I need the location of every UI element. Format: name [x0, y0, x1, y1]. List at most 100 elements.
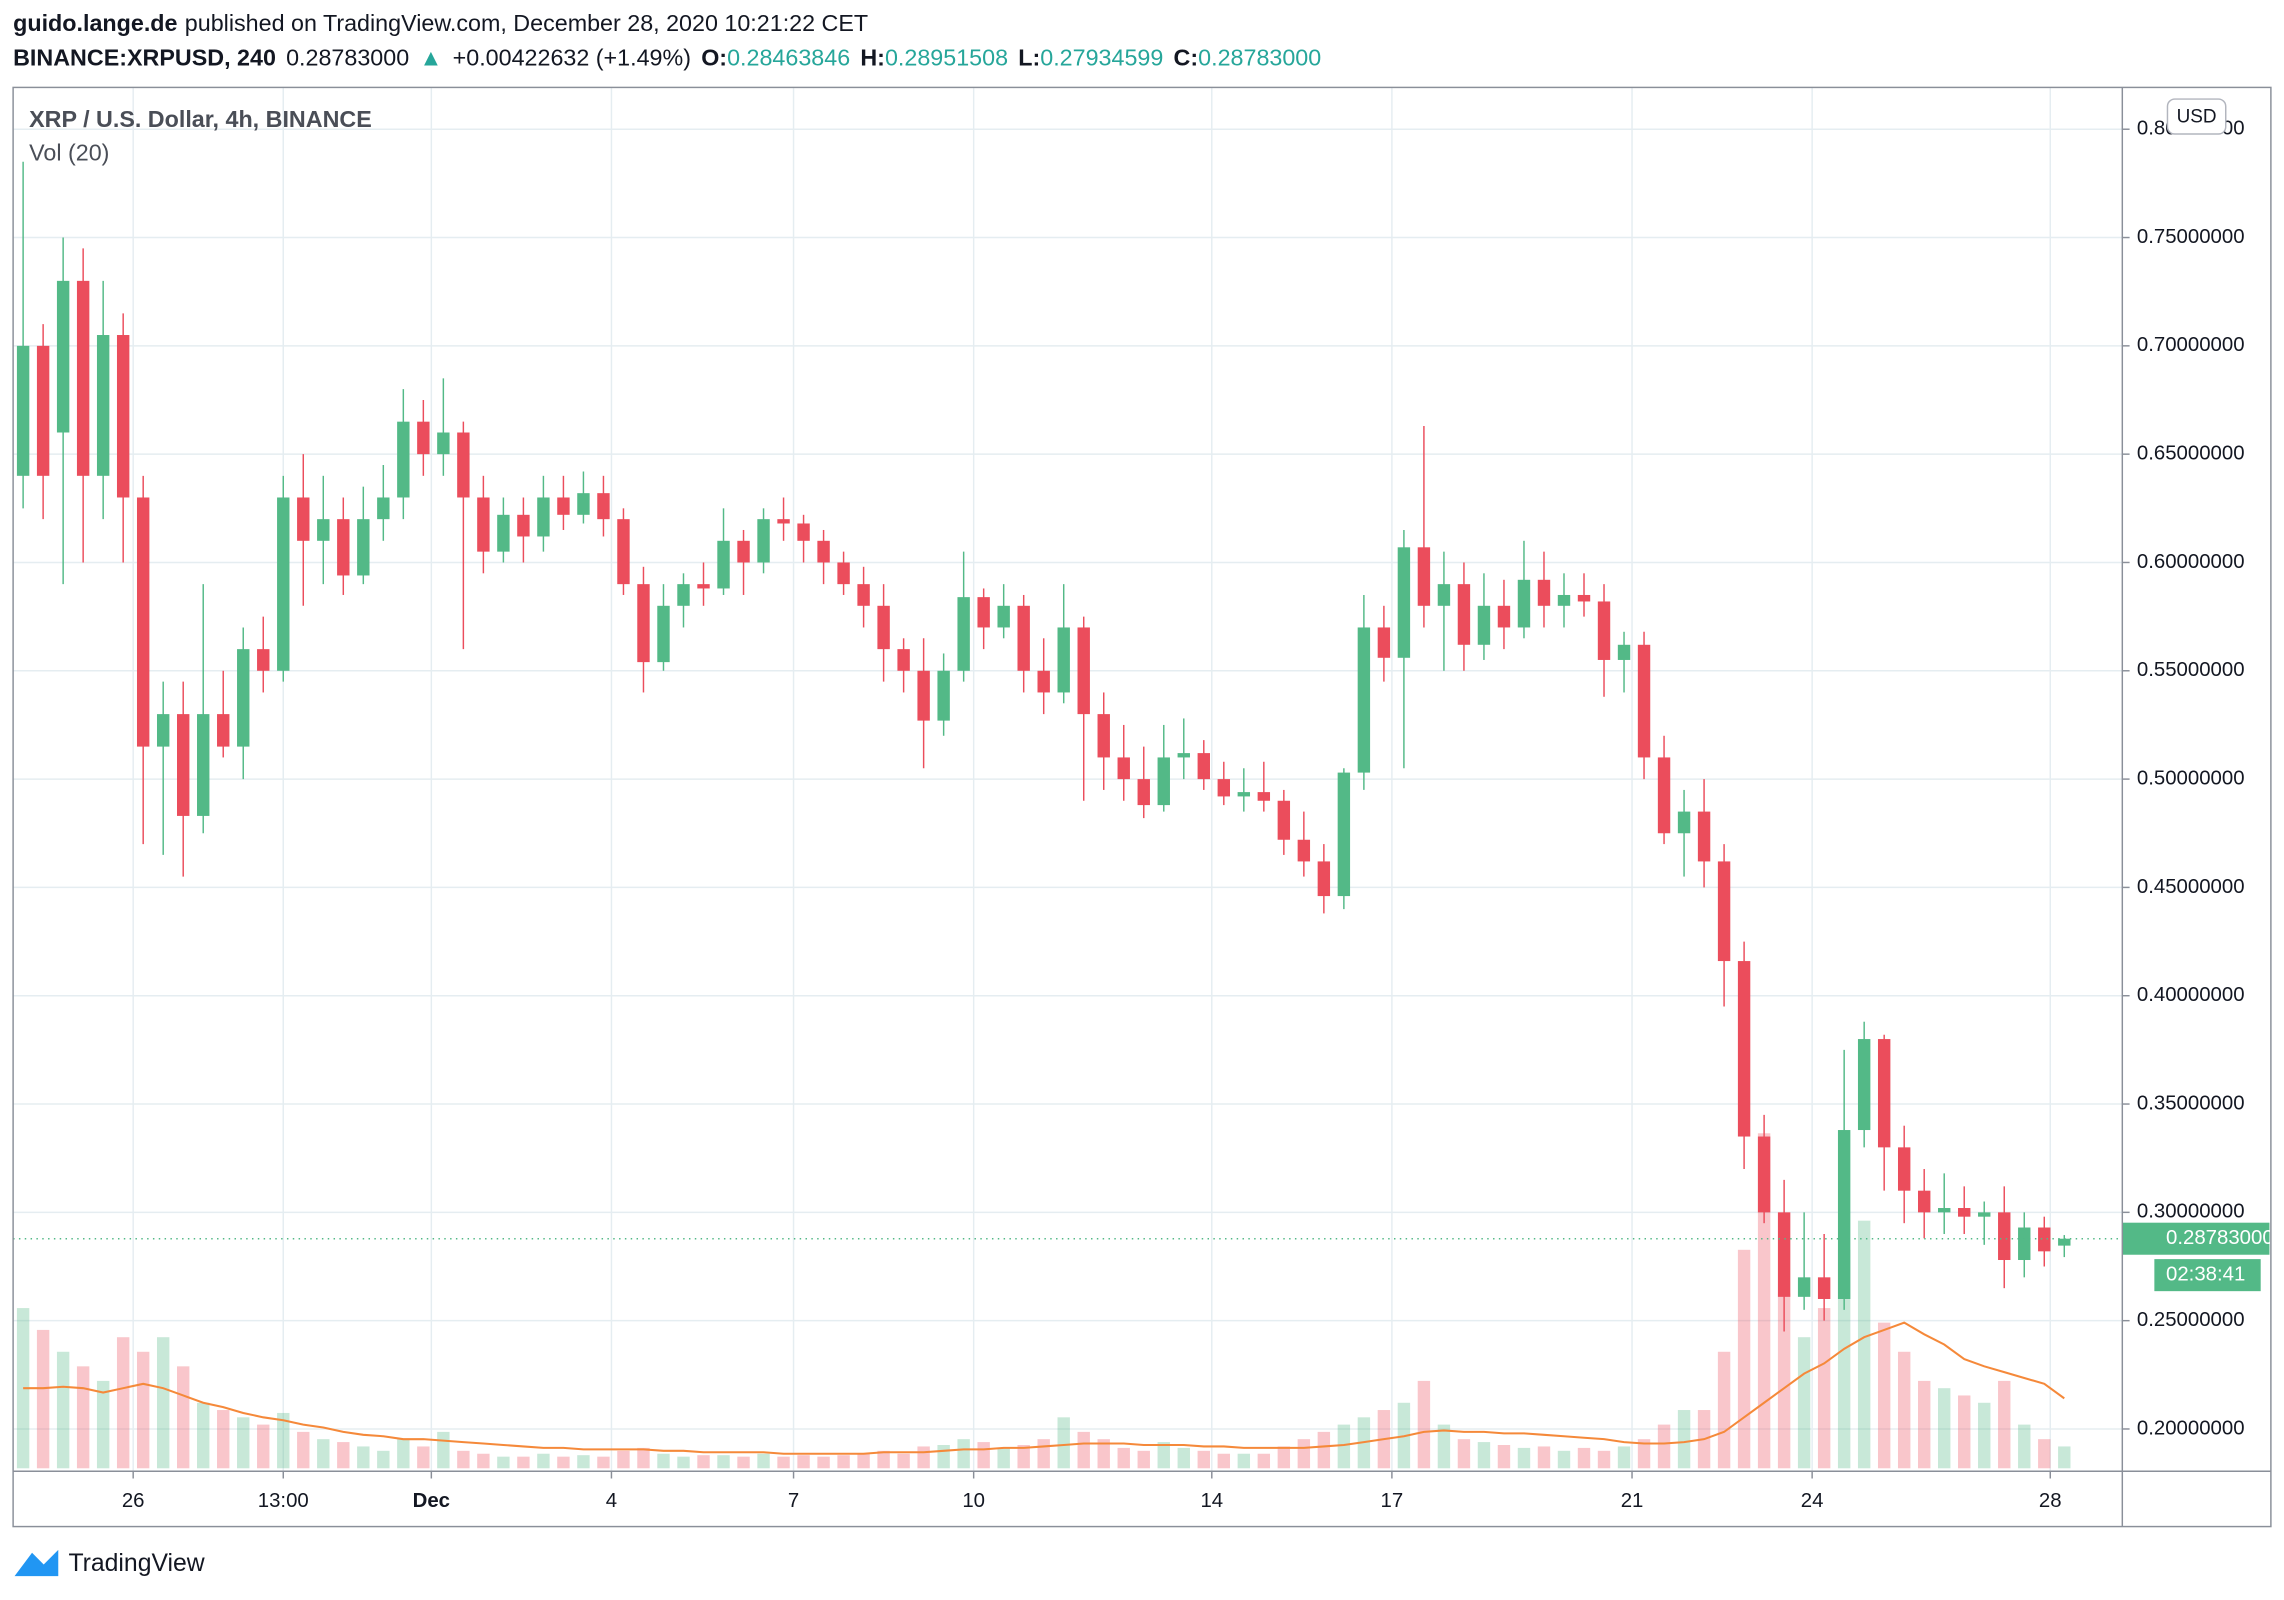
- high: 0.28951508: [885, 45, 1008, 71]
- y-tick-label: 0.25000000: [2137, 1309, 2245, 1331]
- volume-bar: [1978, 1402, 1991, 1469]
- candle-body: [977, 597, 990, 628]
- x-tick-label: 7: [788, 1490, 799, 1512]
- volume-bar: [657, 1453, 670, 1469]
- y-tick-label: 0.70000000: [2137, 334, 2245, 356]
- candle-body: [96, 335, 110, 476]
- candle-body: [16, 345, 30, 476]
- candle-body: [1357, 627, 1371, 773]
- volume-bar: [1737, 1249, 1751, 1469]
- frame: [12, 86, 2272, 1528]
- candle-body: [1857, 1039, 1871, 1131]
- candle-body: [597, 493, 610, 520]
- volume-bar: [797, 1455, 810, 1469]
- legend-title: XRP / U.S. Dollar, 4h, BINANCE: [29, 106, 372, 132]
- volume-bar: [537, 1453, 550, 1469]
- candle-body: [1497, 605, 1511, 628]
- x-tick-label: 4: [606, 1490, 617, 1512]
- volume-bar: [457, 1450, 470, 1469]
- volume-bar: [497, 1456, 510, 1469]
- candle-body: [297, 497, 310, 541]
- volume-bar: [557, 1456, 570, 1469]
- volume-bar: [1777, 1293, 1791, 1469]
- candle-body: [56, 280, 70, 433]
- volume-ma-line: [23, 1321, 2065, 1455]
- candle-body: [1557, 594, 1571, 606]
- volume-bar: [1837, 1249, 1851, 1469]
- candle-body: [1777, 1212, 1791, 1297]
- volume-bar: [96, 1380, 110, 1469]
- volume-bar: [397, 1439, 410, 1469]
- volume-bar: [357, 1446, 370, 1469]
- candle-body: [877, 605, 890, 650]
- x-tick-label: 17: [1381, 1490, 1404, 1512]
- volume-bar: [877, 1450, 890, 1469]
- candle-body: [1517, 579, 1531, 628]
- volume-bar: [1797, 1337, 1811, 1469]
- volume-bar: [597, 1456, 610, 1469]
- close-label: C:: [1174, 45, 1199, 71]
- volume-bar: [1157, 1442, 1170, 1469]
- close-value: 0.28783000: [1198, 45, 1321, 71]
- currency-badge[interactable]: [2166, 98, 2227, 135]
- candle-body: [757, 519, 770, 563]
- candle-body: [136, 497, 150, 747]
- volume-bar: [257, 1424, 270, 1469]
- candle-body: [2038, 1227, 2051, 1252]
- volume-bar: [156, 1337, 170, 1469]
- open-label: O:: [701, 45, 727, 71]
- candle-body: [1697, 811, 1711, 862]
- candle-body: [317, 519, 330, 541]
- candle-body: [617, 519, 630, 585]
- volume-bar: [1077, 1431, 1090, 1469]
- candles: [16, 161, 2071, 1332]
- y-tick-label: 0.65000000: [2137, 443, 2245, 465]
- volume-bar: [36, 1329, 50, 1469]
- volume-bar: [1237, 1453, 1251, 1469]
- volume-bar: [297, 1431, 310, 1469]
- volume-bar: [1557, 1450, 1571, 1469]
- volume-bar: [1938, 1388, 1951, 1469]
- volume-bar: [677, 1456, 690, 1469]
- currency[interactable]: USD: [2177, 106, 2217, 127]
- candle-body: [1037, 670, 1050, 693]
- volume-bar: [837, 1455, 850, 1469]
- open: 0.28463846: [727, 45, 850, 71]
- volume-bar: [1857, 1220, 1871, 1469]
- volume-bar: [1017, 1444, 1030, 1469]
- candle-body: [1938, 1208, 1951, 1213]
- candle-body: [197, 714, 210, 816]
- volume-bar: [1437, 1424, 1451, 1469]
- volume-bar: [317, 1439, 330, 1469]
- candle-body: [1137, 779, 1150, 806]
- candle-body: [437, 432, 450, 455]
- volume-bar: [1117, 1447, 1130, 1469]
- candle-body: [1117, 757, 1130, 780]
- y-tick-label: 0.40000000: [2137, 984, 2245, 1006]
- x-tick-label: 13:00: [258, 1490, 309, 1512]
- candle-body: [957, 597, 970, 671]
- candle-body: [1377, 627, 1391, 658]
- candle-body: [2018, 1227, 2031, 1261]
- volume-bar: [897, 1453, 910, 1469]
- volume-bar: [217, 1410, 230, 1469]
- y-tick-label: 0.20000000: [2137, 1417, 2245, 1439]
- candle-body: [1597, 601, 1611, 660]
- symbol: BINANCE:XRPUSD, 240: [13, 45, 276, 71]
- candle-body: [156, 714, 170, 747]
- volume-bar: [517, 1456, 530, 1469]
- volume-bar: [1417, 1380, 1431, 1469]
- volume-bar: [957, 1439, 970, 1469]
- volume-bar: [1677, 1410, 1691, 1469]
- volume-bar: [1197, 1450, 1210, 1469]
- volume-bar: [16, 1308, 30, 1469]
- volume-bar: [1297, 1439, 1311, 1469]
- change: +0.00422632 (+1.49%): [453, 45, 691, 71]
- last-price-label: 0.28783000: [2166, 1227, 2274, 1249]
- author: guido.lange.de: [13, 10, 177, 36]
- volume-bar: [1477, 1442, 1491, 1469]
- x-tick-label: 26: [122, 1490, 145, 1512]
- candle-body: [1317, 861, 1331, 897]
- candle-body: [1717, 861, 1731, 962]
- volume-bar: [1998, 1380, 2011, 1469]
